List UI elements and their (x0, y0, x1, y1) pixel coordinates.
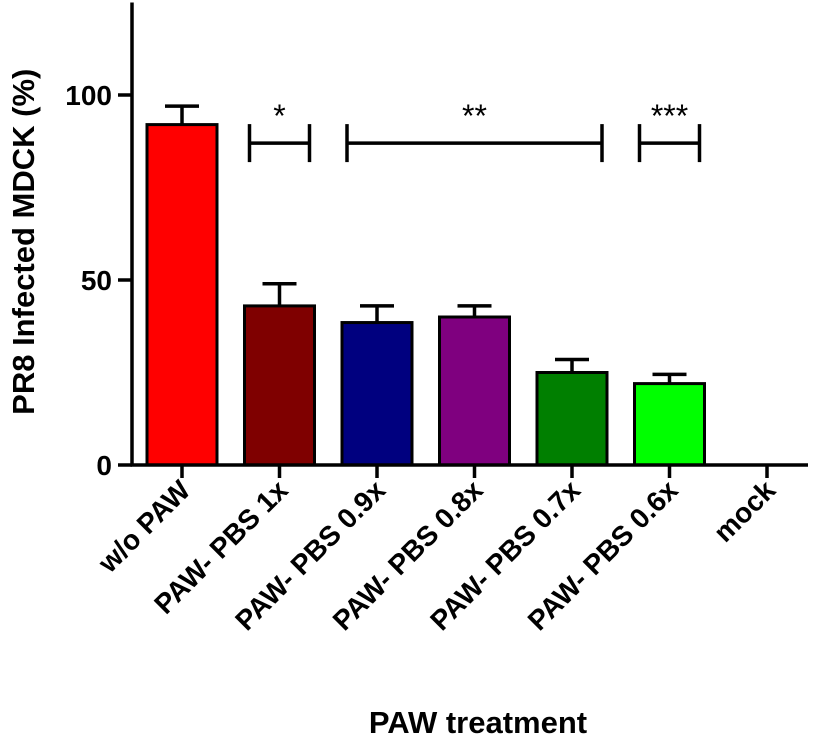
x-tick-label-0: w/o PAW (91, 474, 196, 579)
sig-label-1: ** (462, 98, 487, 134)
bar-5 (633, 382, 706, 467)
bar-1 (243, 304, 316, 467)
bar-0 (145, 123, 219, 467)
x-tick-label-6: mock (708, 474, 782, 548)
y-axis-title: PR8 Infected MDCK (%) (6, 69, 41, 415)
sig-label-0: * (273, 98, 285, 134)
bar-2 (340, 321, 414, 467)
bars-group (145, 123, 706, 467)
bar-4 (535, 371, 609, 467)
y-tick-label-0: 0 (96, 450, 112, 481)
sig-label-2: *** (651, 98, 688, 134)
significance-group: * ** *** (247, 98, 702, 163)
y-tick-label-2: 100 (65, 80, 112, 111)
y-tick-label-1: 50 (81, 265, 112, 296)
error-bars-group (165, 104, 687, 384)
bar-3 (438, 315, 511, 467)
x-axis-title: PAW treatment (369, 705, 587, 740)
